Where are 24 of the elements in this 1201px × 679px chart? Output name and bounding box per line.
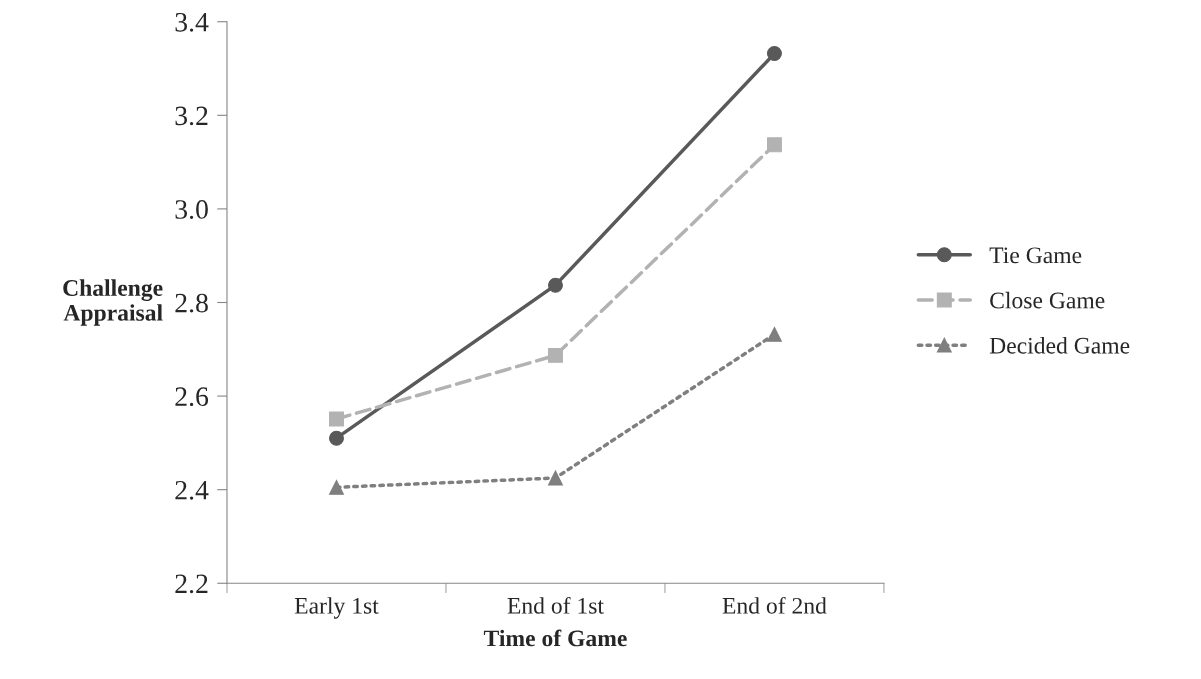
y-tick-label: 2.2 <box>175 574 208 594</box>
point <box>548 277 563 293</box>
point <box>766 46 782 62</box>
y-tick-label: 3.4 <box>175 12 209 32</box>
x-axis-title: Time of Game <box>483 629 627 647</box>
legend-label: Decided Game <box>989 337 1130 354</box>
x-tick-label: End of 1st <box>507 596 604 614</box>
x-tick-label: Early 1st <box>294 597 379 619</box>
legend-label: Close Game <box>990 291 1105 309</box>
point <box>329 479 344 495</box>
point <box>548 347 563 363</box>
y-tick-label: 3.0 <box>175 200 208 219</box>
x-tick-label: End of 2nd <box>722 596 827 614</box>
y-tick-label: 2.8 <box>175 293 208 313</box>
y-tick-label: 3.2 <box>175 106 208 126</box>
point <box>766 326 782 342</box>
legend-label: Tie Game <box>989 247 1082 264</box>
point <box>548 470 563 486</box>
y-tick-label: 2.6 <box>175 387 209 407</box>
y-axis-title: Challenge Appraisal <box>63 279 163 326</box>
y-tick-label: 2.4 <box>175 480 209 500</box>
point <box>766 137 782 153</box>
point <box>329 430 344 446</box>
point <box>329 411 344 427</box>
